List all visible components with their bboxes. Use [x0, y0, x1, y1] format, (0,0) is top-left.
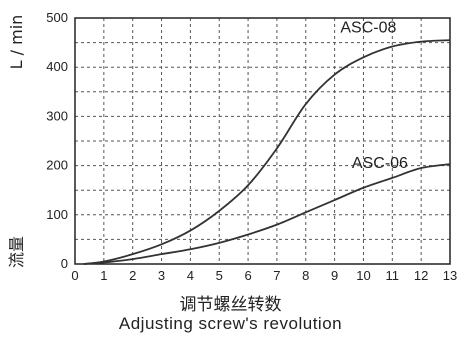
x-tick-label: 12	[414, 268, 428, 283]
x-tick-label: 2	[129, 268, 136, 283]
series-labels: ASC-08 ASC-06	[340, 20, 408, 172]
x-tick-label: 7	[273, 268, 280, 283]
x-tick-label: 6	[244, 268, 251, 283]
y-tick-label: 300	[46, 108, 68, 123]
x-tick-label: 8	[302, 268, 309, 283]
x-tick-label: 0	[71, 268, 78, 283]
grid	[75, 18, 450, 264]
x-tick-label: 10	[356, 268, 370, 283]
y-axis-unit: L / min	[7, 15, 26, 70]
series-lines	[83, 39, 451, 265]
x-axis-title-cn: 调节螺丝转数	[179, 295, 282, 315]
y-axis-title-cn: 流量	[7, 236, 26, 268]
series-line-asc-06	[83, 163, 451, 265]
x-tick-label: 5	[216, 268, 223, 283]
y-axis-title: L / min 流量	[7, 15, 26, 268]
x-tick-label: 4	[187, 268, 194, 283]
x-tick-label: 9	[331, 268, 338, 283]
y-tick-label: 100	[46, 207, 68, 222]
series-line-asc-08	[83, 39, 451, 265]
x-axis-title-en: Adjusting screw's revolution	[118, 314, 343, 333]
y-tick-label: 200	[46, 158, 68, 173]
x-tick-label: 1	[100, 268, 107, 283]
y-tick-label: 0	[61, 256, 68, 271]
axes	[74, 17, 451, 265]
series-label-asc-06: ASC-06	[352, 155, 408, 172]
x-tick-label: 3	[158, 268, 165, 283]
x-tick-label: 11	[386, 268, 400, 283]
y-tick-label: 400	[46, 59, 68, 74]
plot-frame	[74, 17, 451, 265]
x-tick-label: 13	[443, 268, 457, 283]
series-label-asc-08: ASC-08	[340, 20, 396, 37]
y-tick-label: 500	[46, 10, 68, 25]
